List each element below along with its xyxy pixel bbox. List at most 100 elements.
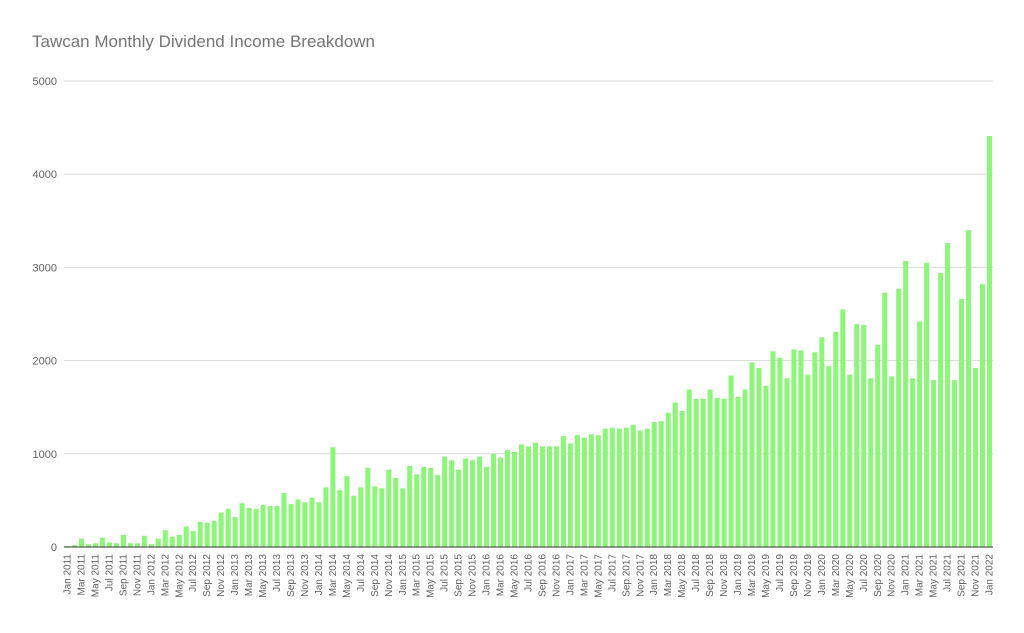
y-tick-label: 5000 xyxy=(33,76,57,88)
x-tick-label: Mar 2019 xyxy=(747,554,758,597)
bar-may-2020 xyxy=(847,374,853,547)
bar-feb-2020 xyxy=(826,366,832,547)
x-tick-label: Sep 2016 xyxy=(537,554,548,597)
x-tick-label: Jan 2013 xyxy=(230,554,241,596)
x-tick-label: Sep 2019 xyxy=(789,554,800,597)
x-tick-label: Nov 2019 xyxy=(803,554,814,597)
bar-dec-2014 xyxy=(393,478,399,547)
bar-feb-2016 xyxy=(491,453,497,547)
x-tick-label: Mar 2012 xyxy=(160,554,171,597)
bar-apr-2011 xyxy=(85,544,91,547)
gridlines xyxy=(64,80,993,455)
x-tick-label: Mar 2011 xyxy=(76,554,87,596)
bar-nov-2017 xyxy=(637,430,643,547)
x-tick-label: Jan 2021 xyxy=(901,554,912,596)
x-tick-label: Mar 2018 xyxy=(663,554,674,597)
bar-aug-2015 xyxy=(449,460,455,547)
bar-jan-2013 xyxy=(232,517,238,547)
bar-mar-2012 xyxy=(162,530,168,547)
bar-oct-2012 xyxy=(211,520,217,547)
bar-oct-2014 xyxy=(379,488,385,547)
bar-jan-2019 xyxy=(735,396,741,547)
bar-jan-2020 xyxy=(819,337,825,547)
bar-jul-2019 xyxy=(777,357,783,547)
x-tick-label: Mar 2020 xyxy=(831,554,842,597)
x-tick-label: Sep 2020 xyxy=(873,554,884,597)
bar-aug-2021 xyxy=(952,380,958,547)
bar-jul-2016 xyxy=(525,446,532,547)
bar-nov-2020 xyxy=(889,376,895,547)
y-tick-label: 4000 xyxy=(33,169,57,181)
bar-sep-2017 xyxy=(623,427,629,547)
bar-aug-2018 xyxy=(700,398,706,547)
bar-mar-2019 xyxy=(749,362,755,547)
x-tick-label: Jul 2014 xyxy=(356,554,367,592)
x-tick-label: May 2016 xyxy=(510,554,521,598)
x-tick-label: May 2015 xyxy=(426,554,437,598)
x-tick-label: Mar 2015 xyxy=(412,554,423,597)
x-tick-label: Jul 2018 xyxy=(691,554,702,592)
x-tick-label: Jan 2019 xyxy=(733,554,744,596)
bar-mar-2017 xyxy=(581,437,587,547)
x-tick-label: Nov 2014 xyxy=(384,554,395,597)
bar-oct-2015 xyxy=(463,458,469,547)
x-tick-label: Nov 2011 xyxy=(132,554,143,597)
bar-sep-2012 xyxy=(204,522,210,547)
x-tick-label: May 2013 xyxy=(258,554,269,598)
x-tick-label: Jan 2022 xyxy=(985,554,996,596)
x-axis-ticks: Jan 2011 Mar 2011 May 2011 Jul 2011 Sep 2011… xyxy=(62,554,995,598)
bar-sep-2014 xyxy=(372,486,378,547)
bar-jul-2017 xyxy=(609,427,615,547)
x-tick-label: Jul 2019 xyxy=(775,554,786,592)
bar-dec-2011 xyxy=(141,535,147,547)
bar-jun-2020 xyxy=(854,324,860,547)
bar-feb-2017 xyxy=(574,435,580,547)
x-tick-label: May 2017 xyxy=(593,554,604,598)
bar-nov-2018 xyxy=(721,398,727,547)
x-tick-label: May 2021 xyxy=(929,554,940,598)
bar-jan-2012 xyxy=(148,544,154,547)
x-tick-label: May 2014 xyxy=(342,554,353,598)
bar-jul-2020 xyxy=(861,325,867,547)
bar-aug-2013 xyxy=(281,492,287,547)
bar-sep-2015 xyxy=(456,469,462,547)
x-tick-label: Sep 2015 xyxy=(454,554,465,597)
bar-feb-2014 xyxy=(323,487,329,547)
bar-jan-2022 xyxy=(986,135,993,548)
bar-jan-2015 xyxy=(400,488,406,547)
bar-nov-2016 xyxy=(553,446,559,547)
x-tick-label: Jul 2013 xyxy=(272,554,283,592)
bar-sep-2021 xyxy=(959,299,965,547)
y-tick-label: 0 xyxy=(51,542,57,554)
bar-nov-2014 xyxy=(386,469,392,547)
bar-apr-2021 xyxy=(924,262,930,547)
x-tick-label: Mar 2017 xyxy=(579,554,590,597)
bar-mar-2018 xyxy=(665,412,671,547)
bar-nov-2019 xyxy=(805,374,811,547)
bar-oct-2016 xyxy=(546,446,552,547)
bar-feb-2012 xyxy=(155,538,161,547)
x-tick-label: Mar 2013 xyxy=(244,554,255,597)
x-tick-label: Jul 2017 xyxy=(607,554,618,592)
bar-jul-2013 xyxy=(274,505,280,547)
x-tick-label: Nov 2016 xyxy=(551,554,562,597)
bar-sep-2011 xyxy=(120,534,126,547)
bar-aug-2014 xyxy=(365,467,371,547)
bar-jun-2011 xyxy=(99,537,105,547)
bar-apr-2019 xyxy=(756,368,762,547)
bar-jun-2016 xyxy=(519,444,525,547)
bar-jan-2017 xyxy=(567,443,573,547)
x-tick-label: Jan 2015 xyxy=(398,554,409,596)
bar-oct-2017 xyxy=(630,424,636,547)
bar-may-2018 xyxy=(679,410,685,547)
bar-jun-2017 xyxy=(602,428,608,547)
bar-sep-2020 xyxy=(875,344,881,547)
bar-jun-2021 xyxy=(938,272,944,547)
x-tick-label: Jan 2011 xyxy=(62,554,73,595)
bar-apr-2017 xyxy=(588,434,594,547)
bar-jun-2015 xyxy=(435,475,441,547)
bar-feb-2015 xyxy=(407,465,413,547)
bar-jan-2021 xyxy=(903,260,909,547)
bar-apr-2014 xyxy=(337,490,343,547)
x-tick-label: Nov 2012 xyxy=(216,554,227,597)
